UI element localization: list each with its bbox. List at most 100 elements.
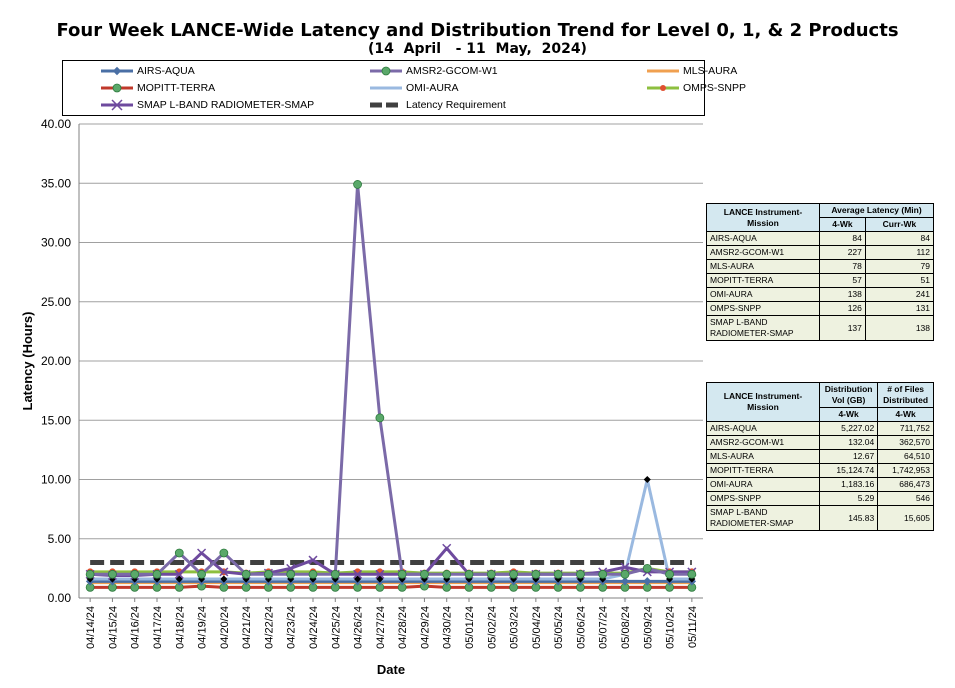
table-cell: 126 <box>819 301 866 316</box>
y-tick-label: 25.00 <box>41 295 71 309</box>
series-smap-l-band-radiometer-smap-point <box>620 562 630 572</box>
series-smap-l-band-radiometer-smap-point <box>197 548 207 558</box>
x-tick-label: 04/29/24 <box>419 606 431 649</box>
x-tick-label: 05/05/24 <box>553 606 565 649</box>
legend-label: AIRS-AQUA <box>137 65 195 77</box>
series-amsr2-gcom-w1-point <box>665 569 674 579</box>
table-cell: SMAP L-BAND RADIOMETER-SMAP <box>706 505 820 531</box>
series-amsr2-gcom-w1-point <box>286 569 296 579</box>
table-row: MOPITT-TERRA 15,124.74 1,742,953 <box>706 463 934 478</box>
table-row: MLS-AURA 12.67 64,510 <box>706 449 934 464</box>
table-cell: 145.83 <box>818 505 879 531</box>
series-amsr2-gcom-w1-point <box>576 569 585 579</box>
x-tick-label: 04/14/24 <box>85 606 97 649</box>
series-amsr2-gcom-w1-point <box>108 569 117 579</box>
table-row: SMAP L-BAND RADIOMETER-SMAP 137 138 <box>706 315 935 341</box>
series-amsr2-gcom-w1-point <box>375 413 385 423</box>
x-tick-label: 05/04/24 <box>531 606 543 649</box>
y-tick-label: 5.00 <box>48 532 72 546</box>
table-cell: MOPITT-TERRA <box>706 463 820 478</box>
series-amsr2-gcom-w1-point <box>330 569 340 579</box>
series-amsr2-gcom-w1-point <box>130 569 140 579</box>
table-cell: 1,742,953 <box>877 463 934 478</box>
series-omi-aura-point <box>376 575 384 583</box>
x-tick-label: 04/27/24 <box>375 606 387 649</box>
series-amsr2-gcom-w1-point <box>219 548 229 558</box>
table-cell: 686,473 <box>877 477 934 492</box>
series-amsr2-gcom-w1-point <box>531 569 541 579</box>
table-row: OMPS-SNPP 126 131 <box>706 301 935 316</box>
series-omi-aura-point <box>643 475 651 484</box>
table-row: OMI-AURA 138 241 <box>706 287 935 302</box>
series-amsr2-gcom-w1-point <box>442 569 452 579</box>
table-cell: OMPS-SNPP <box>706 301 820 316</box>
x-tick-label: 04/17/24 <box>152 606 164 649</box>
table-cell: 362,570 <box>877 435 934 450</box>
series-amsr2-gcom-w1-point <box>420 569 429 579</box>
series-omi-aura-point <box>175 575 183 583</box>
x-tick-label: 05/03/24 <box>509 606 521 649</box>
legend-label: OMI-AURA <box>406 82 459 94</box>
series-amsr2-gcom-w1-point <box>553 569 563 579</box>
x-tick-label: 04/25/24 <box>330 606 342 649</box>
table-cell: 137 <box>819 315 866 341</box>
y-tick-label: 35.00 <box>41 176 71 190</box>
series-amsr2-gcom-w1-point <box>509 569 518 579</box>
chart-title: Four Week LANCE-Wide Latency and Distrib… <box>56 20 899 41</box>
table-cell: 112 <box>864 245 935 260</box>
legend-label: Latency Requirement <box>406 99 506 111</box>
chart-subtitle: (14 April - 11 May, 2024) <box>368 41 587 57</box>
table-cell: 79 <box>864 259 935 274</box>
table-cell: 84 <box>864 231 935 246</box>
x-tick-label: 04/21/24 <box>241 606 253 649</box>
table-row: OMPS-SNPP 5.29 546 <box>706 491 934 506</box>
x-tick-label: 04/15/24 <box>107 606 119 649</box>
table-header: 4-Wk <box>877 407 934 422</box>
table-cell: 132.04 <box>818 435 879 450</box>
table-row: OMI-AURA 1,183.16 686,473 <box>706 477 934 492</box>
legend-label: AMSR2-GCOM-W1 <box>406 65 498 77</box>
legend-label: MLS-AURA <box>683 65 738 77</box>
table-cell: 546 <box>877 491 934 506</box>
table-row: AMSR2-GCOM-W1 132.04 362,570 <box>706 435 934 450</box>
table-cell: MOPITT-TERRA <box>706 273 820 288</box>
table-cell: 57 <box>819 273 866 288</box>
legend-label: MOPITT-TERRA <box>137 82 216 94</box>
series-amsr2-gcom-w1-point <box>397 569 407 579</box>
table-row: AIRS-AQUA 5,227.02 711,752 <box>706 421 934 436</box>
x-tick-label: 05/06/24 <box>575 606 587 649</box>
x-tick-label: 05/08/24 <box>620 606 632 649</box>
y-tick-label: 40.00 <box>41 117 71 131</box>
table-header: LANCE Instrument-Mission <box>706 203 820 232</box>
series-amsr2-gcom-w1-point <box>85 569 95 579</box>
y-tick-label: 30.00 <box>41 236 71 250</box>
table-cell: OMPS-SNPP <box>706 491 820 506</box>
table-cell: 138 <box>864 315 935 341</box>
table-cell: 711,752 <box>877 421 934 436</box>
x-tick-label: 04/24/24 <box>308 606 320 649</box>
table-cell: 1,183.16 <box>818 477 879 492</box>
x-tick-label: 04/20/24 <box>219 606 231 649</box>
table-cell: 15,124.74 <box>818 463 879 478</box>
legend-label: SMAP L-BAND RADIOMETER-SMAP <box>137 99 315 111</box>
table-cell: 64,510 <box>877 449 934 464</box>
table-cell: AMSR2-GCOM-W1 <box>706 245 820 260</box>
table-cell: 227 <box>819 245 866 260</box>
series-amsr2-gcom-w1-point <box>308 569 318 579</box>
table-header: # of Files Distributed <box>877 382 934 408</box>
x-tick-label: 04/28/24 <box>397 606 409 649</box>
series-amsr2-gcom-w1-point <box>598 569 608 579</box>
table-header: 4-Wk <box>818 407 879 422</box>
y-tick-label: 15.00 <box>41 413 71 427</box>
series-amsr2-gcom-w1-point <box>152 569 162 579</box>
table-cell: 5,227.02 <box>818 421 879 436</box>
y-tick-label: 10.00 <box>41 473 71 487</box>
table-header: 4-Wk <box>819 217 866 232</box>
x-tick-label: 04/18/24 <box>174 606 186 649</box>
series-smap-l-band-radiometer-smap-point <box>174 569 184 579</box>
table-cell: SMAP L-BAND RADIOMETER-SMAP <box>706 315 820 341</box>
x-tick-label: 04/26/24 <box>353 606 365 649</box>
series-omi-aura-point <box>220 575 228 583</box>
series-amsr2-gcom-w1-point <box>642 563 652 573</box>
